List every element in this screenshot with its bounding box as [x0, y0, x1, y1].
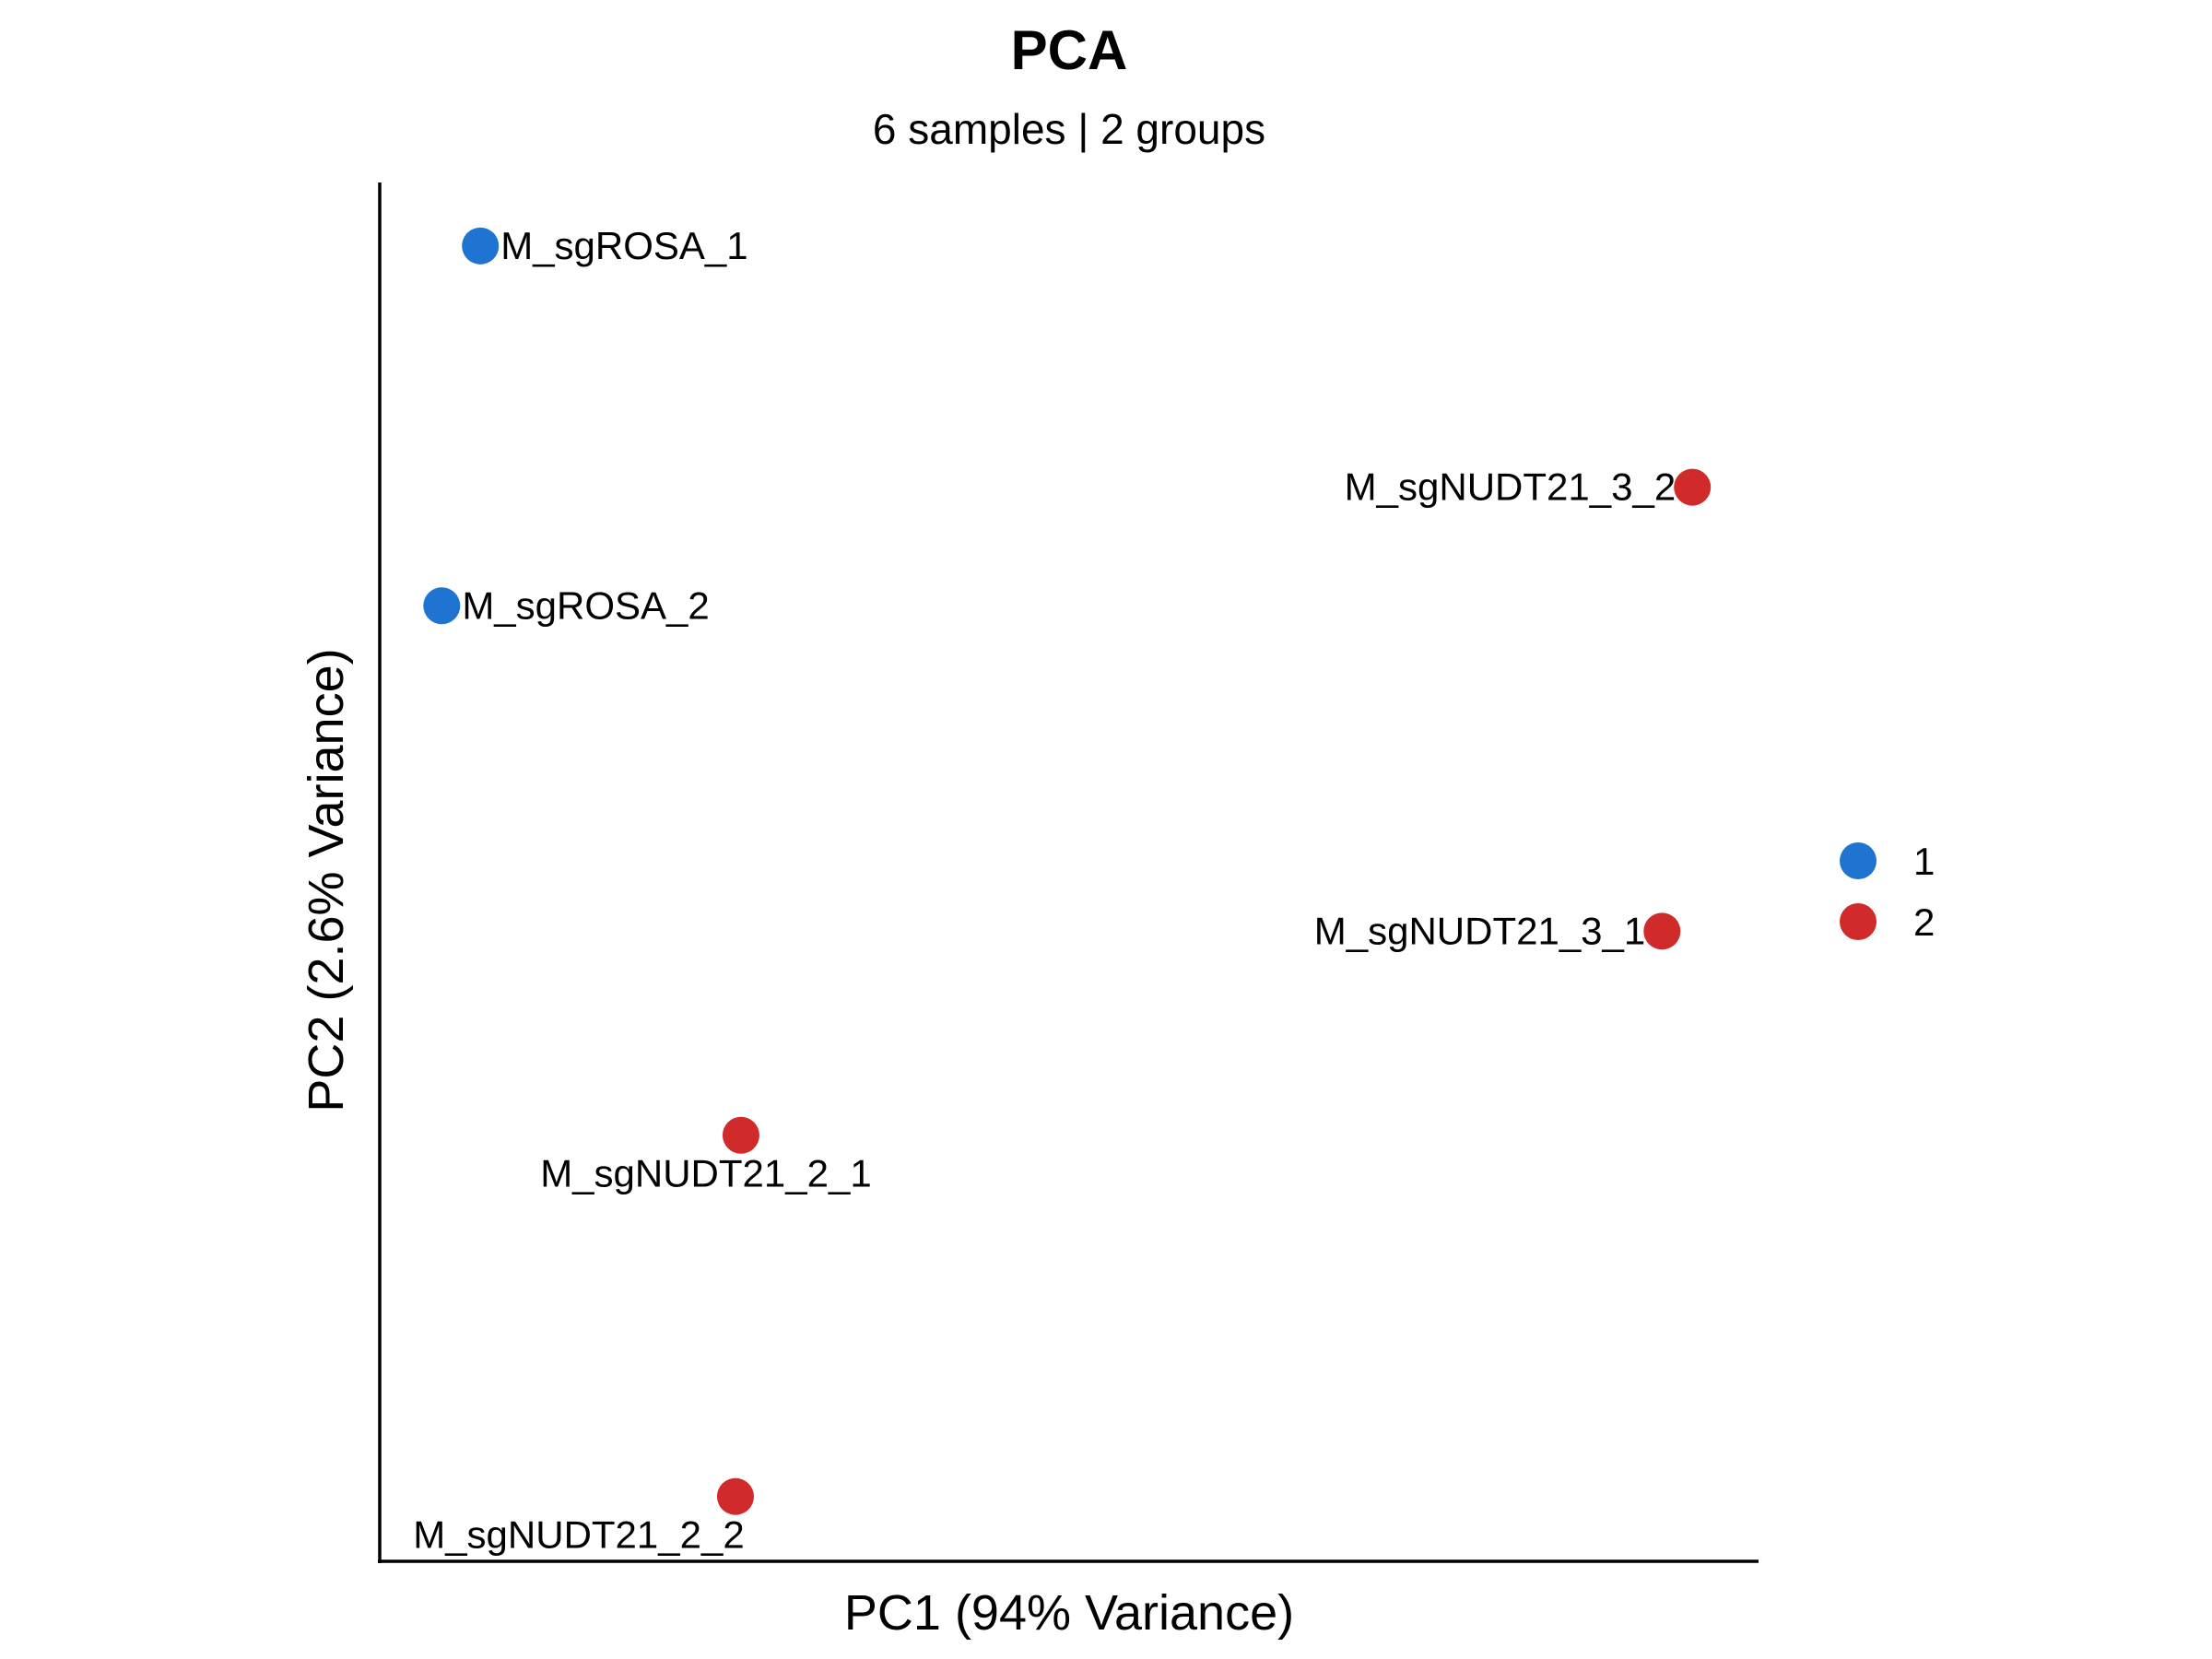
legend-key [1840, 842, 1877, 879]
point-label: M_sgROSA_1 [500, 224, 747, 267]
legend-key [1840, 903, 1877, 940]
chart-subtitle: 6 samples | 2 groups [873, 105, 1265, 153]
data-point [1643, 912, 1681, 950]
data-point [423, 587, 461, 625]
legend-label: 2 [1913, 900, 1935, 944]
data-point [1674, 468, 1712, 506]
point-label: M_sgNUDT21_2_2 [413, 1513, 745, 1557]
x-axis-title: PC1 (94% Variance) [844, 1585, 1294, 1641]
y-axis-title: PC2 (2.6% Variance) [299, 648, 354, 1112]
data-point [716, 1477, 754, 1515]
point-label: M_sgROSA_2 [462, 583, 709, 627]
point-label: M_sgNUDT21_3_1 [1314, 909, 1646, 952]
data-point [722, 1116, 759, 1154]
points-layer: M_sgROSA_1 M_sgROSA_2 M_sgNUDT21_3_2 M_sgNU… [413, 224, 1712, 1557]
legend: 12 [1840, 840, 1935, 944]
point-label: M_sgNUDT21_2_1 [540, 1152, 872, 1195]
point-label: M_sgNUDT21_3_2 [1345, 465, 1677, 509]
data-point [462, 227, 500, 265]
legend-label: 1 [1913, 840, 1935, 883]
chart-title: PCA [1011, 19, 1128, 81]
